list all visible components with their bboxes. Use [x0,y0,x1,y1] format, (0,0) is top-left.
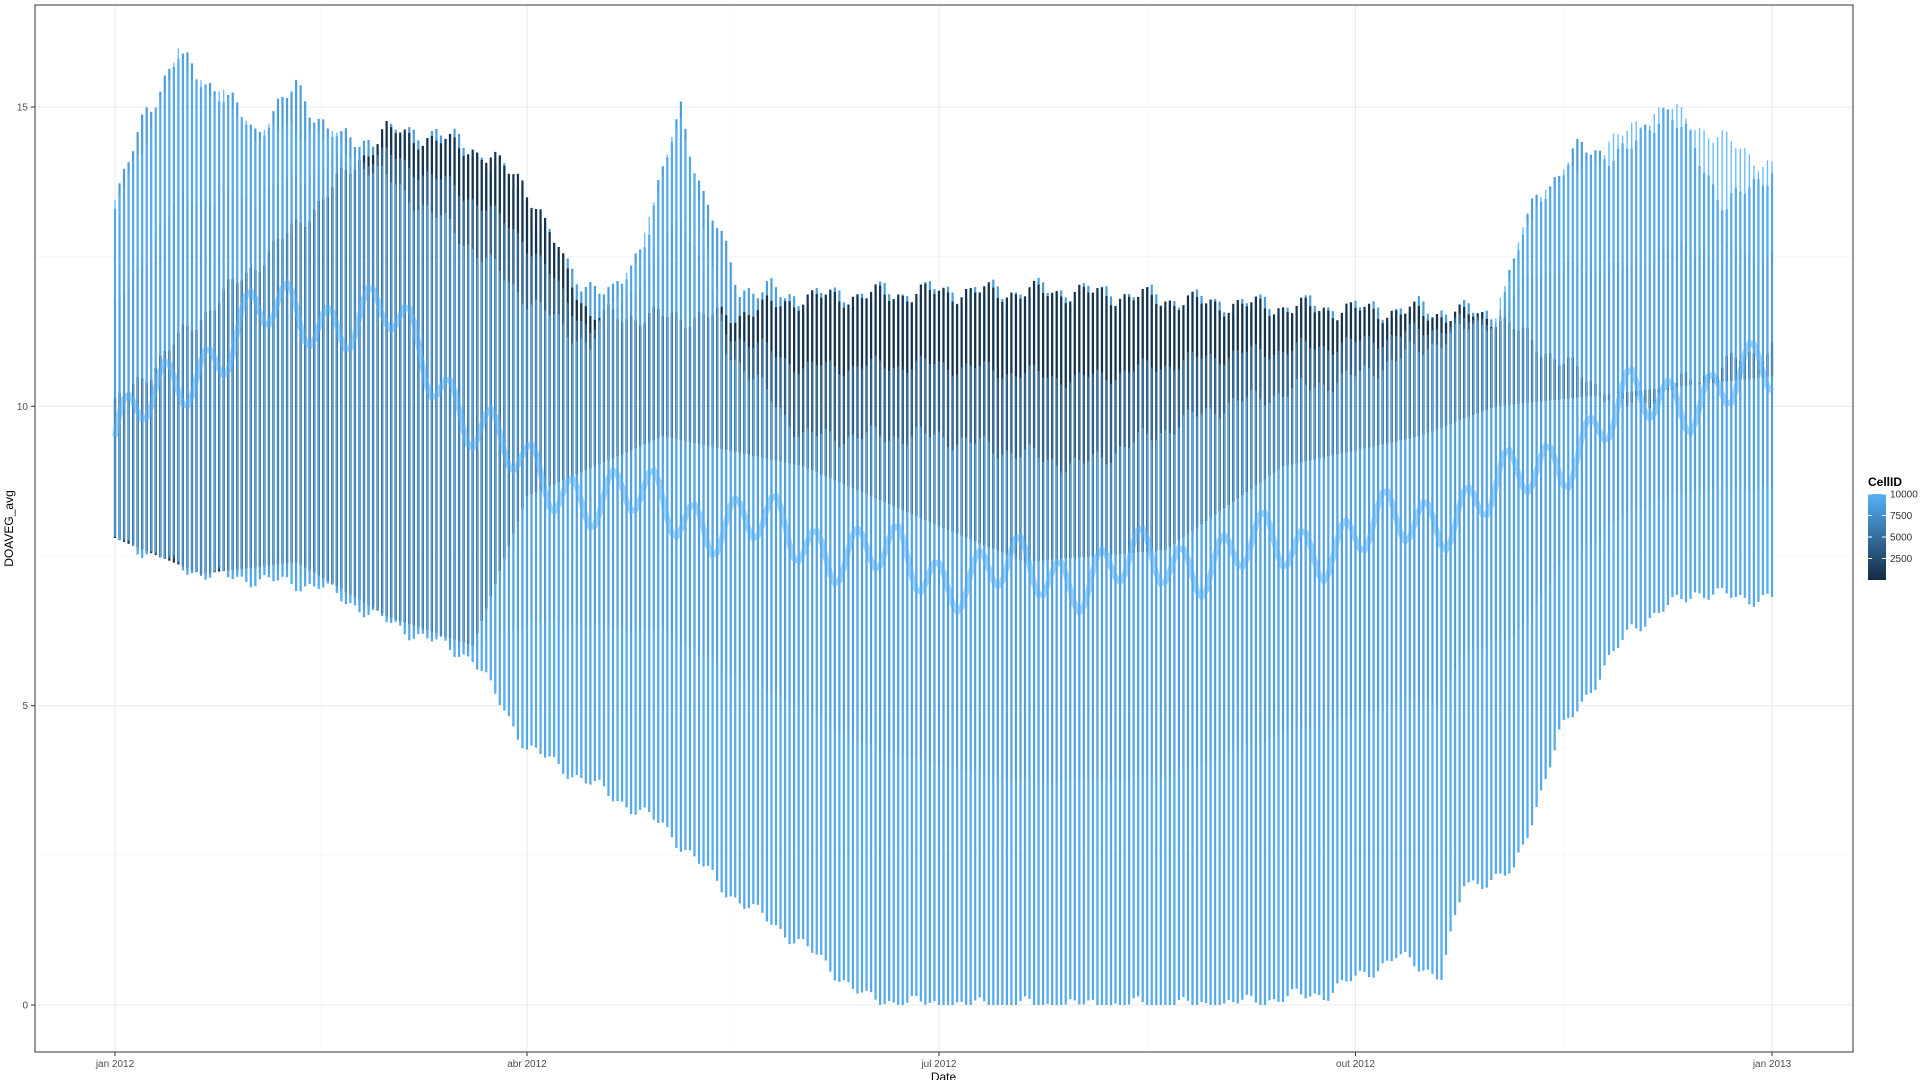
panel-border [34,4,1854,1053]
x-axis: jan 2012 abr 2012 jul 2012 out 2012 jan 2013 [95,1052,1792,1070]
legend-break-label: 2500 [1890,554,1913,565]
data-marks [112,48,1775,1005]
light-band [112,278,1775,618]
x-axis-title: Date [931,1070,957,1080]
y-tick-label: 10 [17,402,29,413]
legend: CellID 10000 7500 5000 2500 [1868,475,1918,580]
x-tick-label: jan 2012 [95,1059,135,1070]
y-tick-label: 0 [22,1001,28,1012]
y-axis: 0 5 10 15 [17,103,35,1012]
y-tick-label: 15 [17,103,29,114]
x-tick-label: jul 2012 [920,1059,956,1070]
legend-break-label: 7500 [1890,511,1913,522]
y-tick-label: 5 [22,701,28,712]
x-tick-label: out 2012 [1336,1059,1375,1070]
legend-break-label: 10000 [1890,490,1918,501]
x-tick-label: abr 2012 [507,1059,547,1070]
x-tick-label: jan 2013 [1752,1059,1792,1070]
legend-colorbar [1868,494,1886,580]
legend-title: CellID [1868,475,1902,489]
legend-breaks: 10000 7500 5000 2500 [1868,490,1918,565]
y-axis-title: DOAVEG_avg [2,490,16,566]
legend-break-label: 5000 [1890,533,1913,544]
